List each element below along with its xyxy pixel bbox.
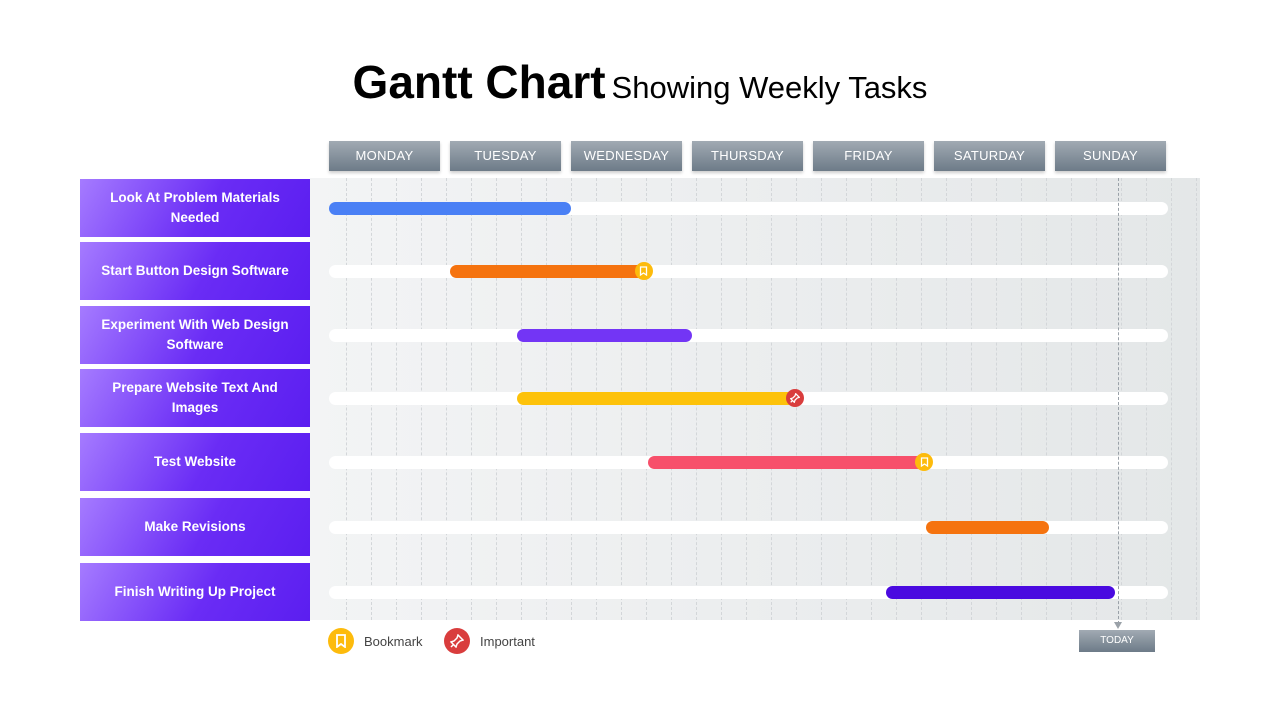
legend-important-text: Important <box>480 633 535 649</box>
task-label: Test Website <box>80 433 310 491</box>
pin-icon <box>785 389 804 407</box>
task-bar[interactable] <box>329 202 571 215</box>
task-label: Experiment With Web Design Software <box>80 306 310 364</box>
task-label: Prepare Website Text And Images <box>80 369 310 427</box>
day-header: THURSDAY <box>692 141 803 171</box>
title-sub: Showing Weekly Tasks <box>611 70 928 105</box>
pin-icon <box>444 628 470 654</box>
task-bar[interactable] <box>925 521 1049 534</box>
task-bar[interactable] <box>648 456 925 469</box>
task-bar[interactable] <box>516 392 795 405</box>
day-header: SATURDAY <box>934 141 1045 171</box>
today-arrow-icon <box>1113 622 1122 629</box>
day-header: SUNDAY <box>1055 141 1166 171</box>
task-bar[interactable] <box>885 586 1116 599</box>
bookmark-icon <box>634 262 653 280</box>
today-label: TODAY <box>1079 630 1155 652</box>
day-header: MONDAY <box>329 141 440 171</box>
task-bar[interactable] <box>516 329 692 342</box>
today-line <box>1117 178 1119 624</box>
legend-bookmark: Bookmark <box>328 628 423 654</box>
chart-title: Gantt Chart Showing Weekly Tasks <box>0 55 1280 109</box>
task-label: Start Button Design Software <box>80 242 310 300</box>
legend-bookmark-text: Bookmark <box>364 633 423 649</box>
task-bar[interactable] <box>450 265 644 278</box>
title-main: Gantt Chart <box>352 56 606 108</box>
bookmark-icon <box>915 453 934 471</box>
task-label: Make Revisions <box>80 498 310 556</box>
task-track <box>329 329 1168 342</box>
day-header: WEDNESDAY <box>571 141 682 171</box>
gridline <box>1196 178 1197 620</box>
legend-important: Important <box>444 628 535 654</box>
task-label: Look At Problem Materials Needed <box>80 179 310 237</box>
day-header: TUESDAY <box>450 141 561 171</box>
task-label: Finish Writing Up Project <box>80 563 310 621</box>
gridline <box>1171 178 1172 620</box>
day-header: FRIDAY <box>813 141 924 171</box>
bookmark-icon <box>328 628 354 654</box>
